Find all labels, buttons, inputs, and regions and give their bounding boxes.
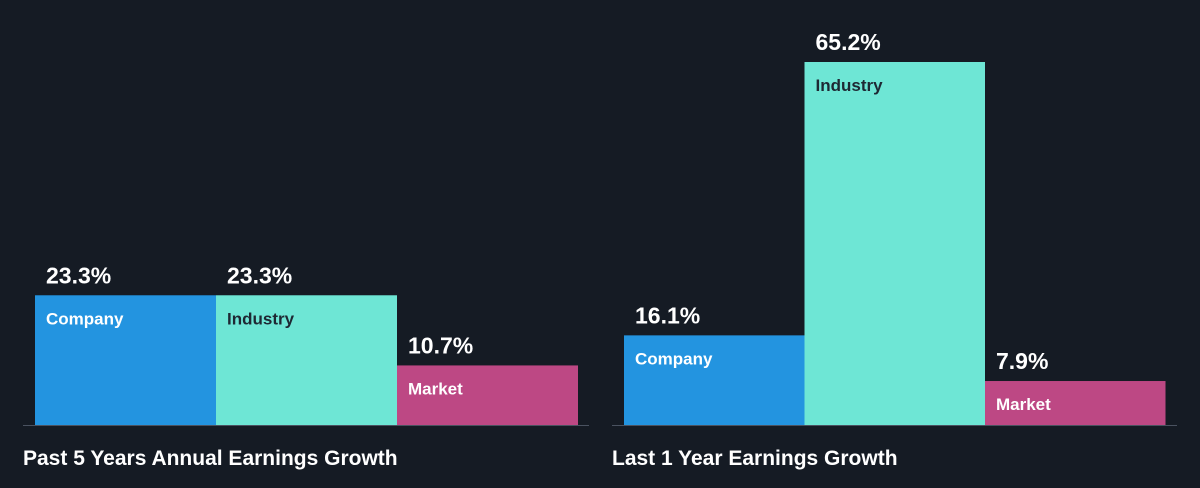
bar-label-industry: Industry — [816, 76, 884, 95]
value-label-market: 7.9% — [996, 348, 1048, 374]
value-label-company: 23.3% — [46, 262, 111, 288]
bar-company — [35, 295, 216, 425]
last-1-year-chart: 16.1% Company 65.2% Industry 7.9% Market Last … — [612, 29, 1177, 470]
bar-company — [624, 335, 805, 425]
bar-label-industry: Industry — [227, 309, 295, 328]
bar-industry — [804, 62, 985, 425]
bar-label-market: Market — [996, 395, 1051, 414]
bar-label-market: Market — [408, 379, 463, 398]
bar-industry — [216, 295, 397, 425]
value-label-industry: 23.3% — [227, 262, 292, 288]
bar-label-company: Company — [635, 349, 713, 368]
past-5-years-chart: 23.3% Company 23.3% Industry 10.7% Market Past… — [23, 262, 589, 470]
value-label-company: 16.1% — [635, 302, 700, 328]
value-label-industry: 65.2% — [816, 29, 881, 55]
value-label-market: 10.7% — [408, 332, 473, 358]
chart-title-past-5-years: Past 5 Years Annual Earnings Growth — [23, 447, 398, 470]
bar-market — [397, 365, 578, 425]
bar-label-company: Company — [46, 309, 124, 328]
bar-market — [985, 381, 1166, 425]
chart-title-last-1-year: Last 1 Year Earnings Growth — [612, 447, 898, 470]
